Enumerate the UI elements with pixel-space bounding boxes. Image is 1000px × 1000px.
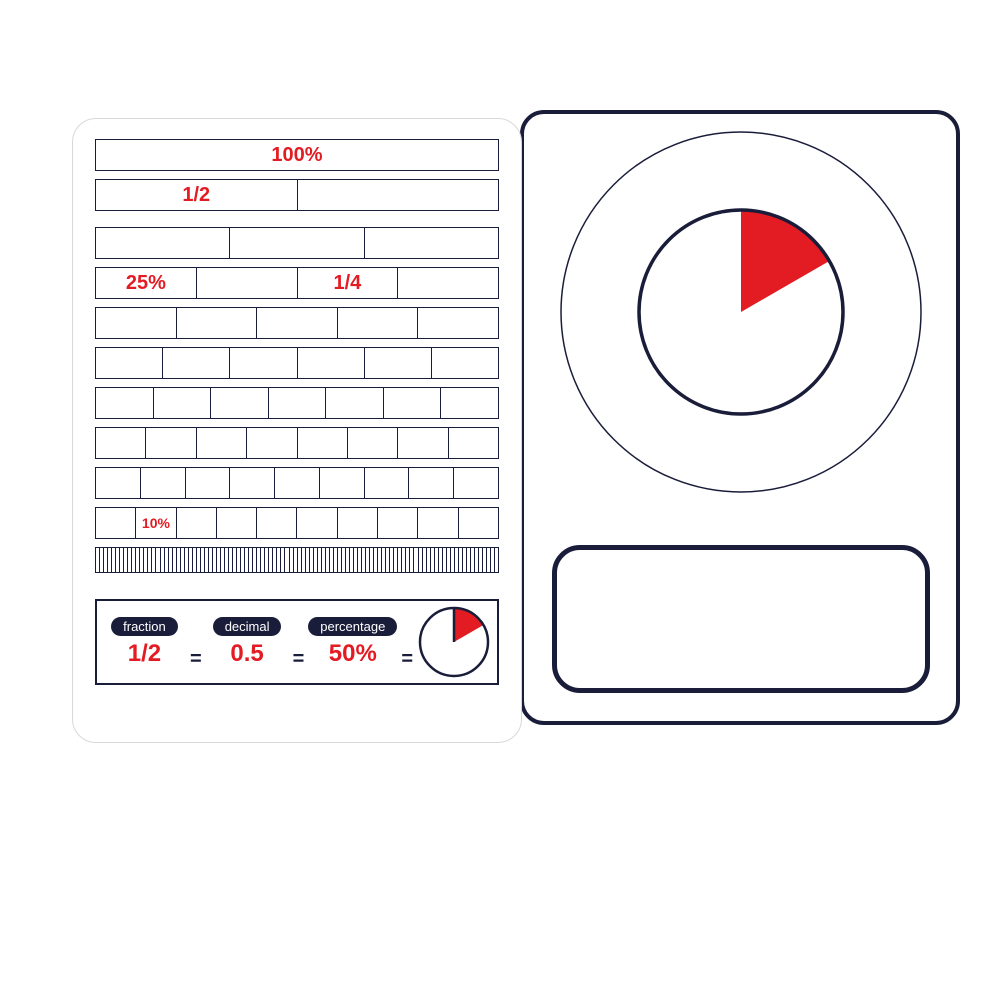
- fraction-cell: [95, 427, 146, 459]
- fraction-cell: [432, 347, 499, 379]
- fraction-cell: [398, 427, 448, 459]
- fraction-bar-row: [95, 427, 499, 459]
- equivalence-box: fraction 1/2 = decimal 0.5 = percentage …: [95, 599, 499, 685]
- fraction-wall-card: 100% 1/2 25% 1/4 10% fraction 1/2 = decimal …: [72, 118, 522, 743]
- fraction-cell: [441, 387, 499, 419]
- fraction-cell: [95, 347, 163, 379]
- fraction-cell: [338, 307, 419, 339]
- fraction-bar-row: [95, 387, 499, 419]
- fraction-cell: [230, 227, 364, 259]
- fraction-value: 1/2: [128, 640, 161, 668]
- fraction-cell: 100%: [95, 139, 499, 171]
- fraction-cell: [95, 467, 141, 499]
- fraction-cell: [495, 547, 499, 573]
- fraction-bar-row: 10%: [95, 507, 499, 539]
- fraction-cell: [177, 307, 258, 339]
- fraction-column: fraction 1/2: [103, 617, 186, 668]
- fraction-cell: [247, 427, 297, 459]
- fraction-cell: [384, 387, 442, 419]
- fraction-bar-row: 1/2: [95, 179, 499, 211]
- fraction-cell: [297, 507, 337, 539]
- fraction-cell: [454, 467, 499, 499]
- fraction-cell: [257, 507, 297, 539]
- fraction-cell: [459, 507, 499, 539]
- fraction-wall: 100% 1/2 25% 1/4 10%: [95, 139, 499, 581]
- fraction-cell: [257, 307, 338, 339]
- fraction-cell: [211, 387, 269, 419]
- fraction-bar-row: [95, 467, 499, 499]
- fraction-cell: [197, 427, 247, 459]
- fraction-cell: [275, 467, 320, 499]
- fraction-cell: [449, 427, 499, 459]
- fraction-bar-row: [95, 347, 499, 379]
- fraction-bar-row: [95, 547, 499, 573]
- fraction-header: fraction: [111, 617, 178, 636]
- fraction-cell: [163, 347, 230, 379]
- fraction-cell: [398, 267, 499, 299]
- fraction-cell: [320, 467, 365, 499]
- fraction-cell: [154, 387, 212, 419]
- fraction-bar-row: [95, 307, 499, 339]
- fraction-cell: [146, 427, 196, 459]
- fraction-cell: [298, 427, 348, 459]
- fraction-cell: [230, 347, 297, 379]
- fraction-cell: 1/2: [95, 179, 298, 211]
- fraction-cell: [177, 507, 217, 539]
- fraction-cell: [338, 507, 378, 539]
- fraction-cell: 1/4: [298, 267, 399, 299]
- fraction-cell: [326, 387, 384, 419]
- fraction-cell: [409, 467, 454, 499]
- fraction-cell: [418, 307, 499, 339]
- percentage-header: percentage: [308, 617, 397, 636]
- fraction-cell: [186, 467, 231, 499]
- fraction-cell: [95, 307, 177, 339]
- equals-icon: =: [293, 648, 305, 671]
- fraction-bar-row: [95, 227, 499, 259]
- fraction-cell: [95, 507, 136, 539]
- answer-box: [552, 545, 930, 693]
- fraction-cell: [418, 507, 458, 539]
- percentage-column: percentage 50%: [308, 617, 397, 668]
- percentage-value: 50%: [329, 640, 377, 668]
- equivalence-pie-icon: [417, 605, 491, 679]
- fraction-cell: [197, 267, 298, 299]
- fraction-bar-row: 25% 1/4: [95, 267, 499, 299]
- fraction-cell: [378, 507, 418, 539]
- fraction-cell: [348, 427, 398, 459]
- fraction-cell: [230, 467, 275, 499]
- fraction-cell: [298, 179, 500, 211]
- equals-icon: =: [190, 648, 202, 671]
- fraction-cell: [95, 227, 230, 259]
- fraction-cell: [141, 467, 186, 499]
- fraction-cell: 10%: [136, 507, 176, 539]
- fraction-cell: [95, 387, 154, 419]
- decimal-value: 0.5: [230, 640, 263, 668]
- fraction-cell: [365, 227, 499, 259]
- fraction-bar-row: 100%: [95, 139, 499, 171]
- fraction-cell: 25%: [95, 267, 197, 299]
- fraction-cell: [298, 347, 365, 379]
- fraction-cell: [365, 467, 410, 499]
- equals-icon: =: [401, 648, 413, 671]
- fraction-cell: [217, 507, 257, 539]
- fraction-cell: [365, 347, 432, 379]
- decimal-header: decimal: [213, 617, 282, 636]
- decimal-column: decimal 0.5: [206, 617, 289, 668]
- fraction-cell: [269, 387, 327, 419]
